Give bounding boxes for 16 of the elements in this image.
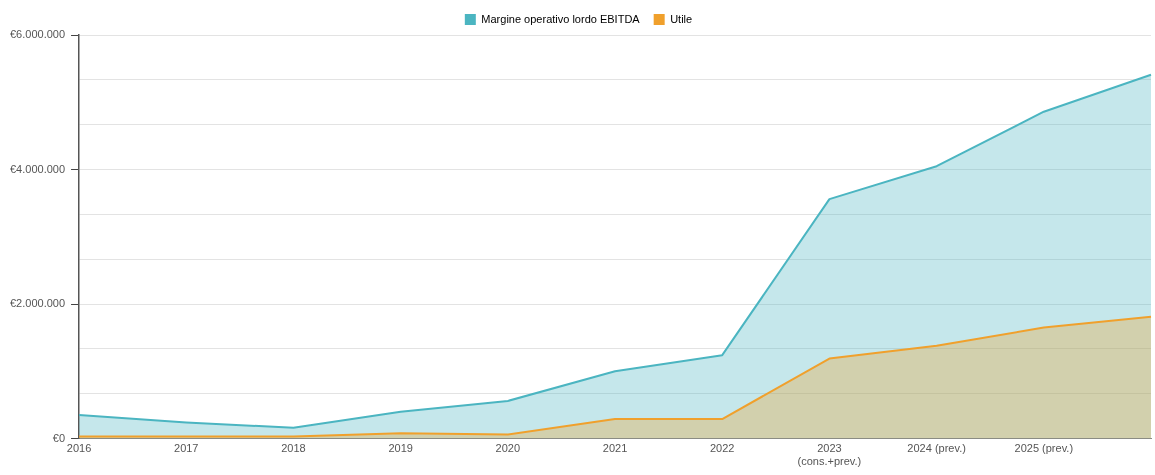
y-tick-label: €4.000.000: [9, 162, 66, 175]
x-tick-label: 2021: [602, 442, 628, 455]
legend-label: Margine operativo lordo EBITDA: [481, 12, 641, 25]
x-tick-label: 2016: [66, 442, 92, 455]
x-tick-label: 2019: [388, 442, 413, 455]
x-tick-label: 2020: [495, 442, 521, 455]
x-tick-label: 2018: [281, 442, 306, 455]
y-tick-label: €2.000.000: [9, 297, 66, 310]
x-tick-label: 2022: [709, 442, 735, 455]
x-tick-label: 2023 (cons.+prev.): [797, 442, 862, 468]
legend-label: Utile: [670, 12, 693, 25]
y-tick-label: €0: [52, 431, 66, 444]
x-tick-label: 2017: [174, 442, 199, 455]
x-tick-label: 2025 (prev.): [1014, 442, 1074, 455]
x-tick-label: 2024 (prev.): [907, 442, 966, 455]
y-tick-label: €6.000.000: [9, 28, 66, 41]
